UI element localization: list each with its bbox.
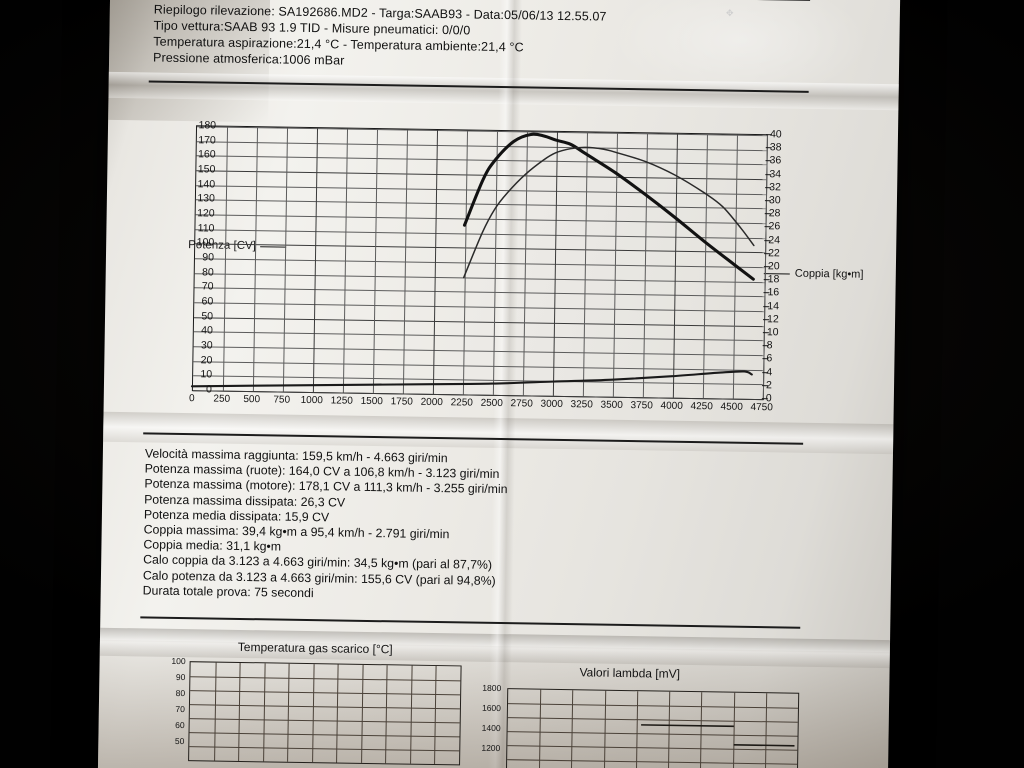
y-axis-tick-label: 20 xyxy=(200,353,213,367)
y-axis-tick-label: 50 xyxy=(174,735,185,747)
divider-below-results xyxy=(140,616,801,629)
y-axis-tick-label: 10 xyxy=(200,368,213,381)
y2-axis-tick-label: 2 xyxy=(765,378,772,392)
chart-temperatura-gas-scarico: Temperatura gas scarico [°C] 100 90 80 70 60… xyxy=(158,639,490,766)
gridline-horizontal xyxy=(189,746,460,752)
curve-potenza xyxy=(462,146,755,279)
curve-coppia xyxy=(462,132,755,281)
y2-axis-tick-label: 32 xyxy=(769,181,781,194)
chart-lambda-title: Valori lambda [mV] xyxy=(579,665,681,681)
results-block: Velocità massima raggiunta: 159,5 km/h -… xyxy=(143,446,508,604)
paper-sheet: Riepilogo rilevazione: SA192686.MD2 - Ta… xyxy=(97,0,901,768)
y-axis-tick-label: 150 xyxy=(197,163,216,176)
gridline-horizontal xyxy=(190,690,461,696)
curve-potenza-dissipata xyxy=(190,370,753,388)
y2-axis-tick-label: 8 xyxy=(766,339,773,352)
divider-top xyxy=(150,0,811,1)
y-axis-tick-label: 180 xyxy=(198,119,217,132)
y2-axis-tick-label: 10 xyxy=(766,326,779,339)
y-axis-tick-label: 90 xyxy=(175,671,186,683)
y2-axis-tick-label: 12 xyxy=(766,313,779,326)
y2-axis-tick-label: 36 xyxy=(769,154,782,167)
main-chart-power-torque: Potenza [CV] Coppia [kg•m] 0 10 20 30 40 50 6 xyxy=(144,119,863,425)
y-axis-tick-label: 140 xyxy=(197,177,216,191)
y2-axis-tick-label: 24 xyxy=(768,233,781,246)
y-axis-tick-label: 60 xyxy=(175,719,185,731)
y-axis-tick-label: 30 xyxy=(200,339,213,352)
y-axis-tick-label: 120 xyxy=(197,207,215,220)
y2-axis-tick-label: 22 xyxy=(768,247,780,260)
y-axis-tick-label: 160 xyxy=(197,148,216,161)
y-axis-tick-label: 1600 xyxy=(481,702,502,714)
y-axis-tick-label: 70 xyxy=(201,280,214,293)
gridline-horizontal xyxy=(189,732,460,738)
legend-coppia-label: Coppia [kg•m] xyxy=(794,267,864,281)
gridline-horizontal xyxy=(190,676,461,682)
y-axis-tick-label: 80 xyxy=(175,687,186,699)
y2-axis-tick-label: 26 xyxy=(768,220,781,233)
mouse-cursor-icon: ✥ xyxy=(726,8,734,18)
divider-under-header xyxy=(148,80,809,93)
main-chart-curves xyxy=(190,132,755,388)
y-axis-tick-label: 110 xyxy=(197,221,215,235)
y2-axis-tick-label: 6 xyxy=(766,352,773,365)
y2-axis-tick-label: 38 xyxy=(769,141,782,154)
y-axis-tick-label: 50 xyxy=(201,309,214,323)
y-axis-tick-label: 40 xyxy=(201,324,213,337)
chart-temperatura-title: Temperatura gas scarico [°C] xyxy=(237,639,393,657)
y-axis-tick-label: 60 xyxy=(201,295,214,308)
y-axis-tick-label: 1800 xyxy=(482,682,502,694)
y-axis-tick-label: 1200 xyxy=(481,742,501,754)
header-line-pressione: Pressione atmosferica:1006 mBar xyxy=(153,50,345,68)
y-axis-tick-label: 130 xyxy=(197,192,215,205)
y-axis-tick-label: 100 xyxy=(171,655,186,667)
divider-above-results xyxy=(143,432,804,445)
y-axis-tick-label: 1400 xyxy=(481,722,501,734)
y-axis-tick-label: 90 xyxy=(202,251,215,264)
chart-lambda-plot xyxy=(505,688,800,768)
chart-temperatura-plot xyxy=(188,661,462,766)
y2-axis-tick-label: 40 xyxy=(769,128,782,141)
y2-axis-tick-label: 4 xyxy=(766,365,773,378)
y-axis-tick-label: 80 xyxy=(201,265,214,279)
x-axis-tick-label: 4750 xyxy=(750,401,773,414)
y2-axis-tick-label: 18 xyxy=(767,273,780,286)
y2-axis-tick-label: 16 xyxy=(767,286,780,299)
chart-valori-lambda: Valori lambda [mV] 1800 1600 1400 1200 xyxy=(458,661,850,768)
mini-chart-trace xyxy=(507,689,798,768)
y2-axis-tick-label: 28 xyxy=(768,207,781,220)
y-axis-tick-label: 170 xyxy=(198,133,216,147)
y-axis-tick-label: 100 xyxy=(196,236,215,249)
y2-axis-tick-label: 20 xyxy=(767,260,780,273)
y2-axis-tick-label: 0 xyxy=(765,392,772,405)
y2-axis-tick-label: 30 xyxy=(768,194,781,207)
y2-axis-tick-label: 14 xyxy=(767,299,780,312)
y2-axis-tick-label: 34 xyxy=(769,167,782,180)
gridline-horizontal xyxy=(189,718,460,724)
y-axis-tick-label: 70 xyxy=(175,703,185,715)
gridline-horizontal xyxy=(189,704,460,710)
